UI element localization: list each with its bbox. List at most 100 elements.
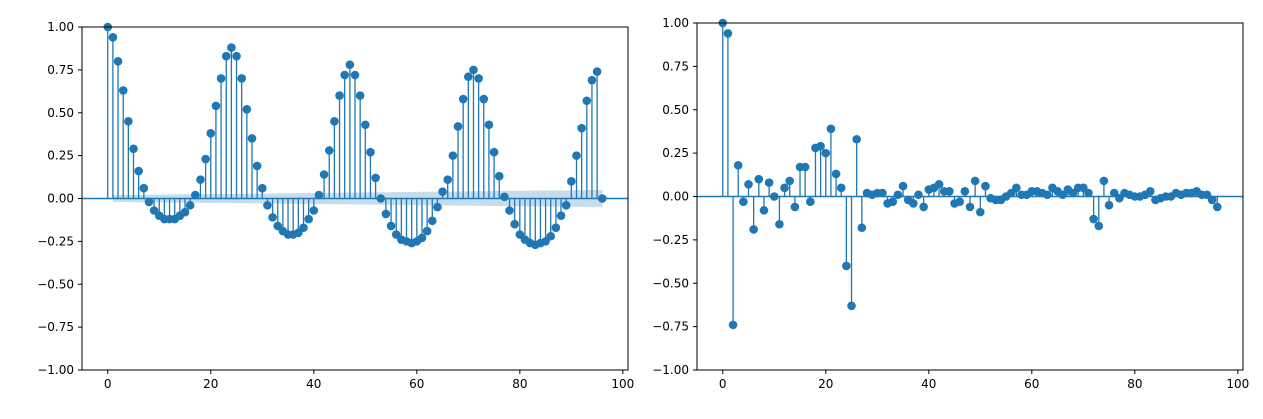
acf-plot: 0 20 40 60 80 100 −1.00 −0.75 −0.50 −0.25 0.00 0.25… — [37, 20, 634, 391]
data-point — [597, 194, 607, 203]
data-point — [945, 186, 954, 196]
data-point — [733, 160, 743, 170]
data-point — [464, 72, 473, 82]
data-point — [345, 60, 355, 70]
y-tick-label: −0.50 — [652, 276, 689, 290]
data-point — [469, 65, 478, 75]
data-point — [764, 178, 774, 187]
data-point — [335, 91, 344, 100]
data-point — [134, 166, 143, 176]
data-point — [206, 129, 216, 138]
data-point — [319, 170, 329, 179]
data-point — [422, 226, 432, 236]
data-point — [744, 180, 753, 189]
data-point — [1104, 200, 1114, 210]
data-point — [955, 197, 964, 207]
y-tick-label: −1.00 — [37, 363, 74, 377]
data-point — [785, 176, 795, 186]
y-tick-label: 0.75 — [662, 59, 689, 73]
y-tick-label: 0.25 — [47, 149, 74, 163]
y-tick-label: −1.00 — [652, 363, 689, 377]
data-point — [723, 29, 733, 38]
data-point — [816, 141, 825, 151]
data-point — [769, 192, 779, 201]
data-point — [934, 180, 944, 189]
data-point — [728, 320, 738, 330]
data-point — [139, 183, 149, 193]
y-tick-label: 0.50 — [662, 103, 689, 117]
data-point — [479, 94, 489, 104]
data-point — [191, 190, 200, 200]
data-point — [252, 161, 262, 171]
data-point — [800, 162, 810, 172]
data-point — [1145, 186, 1155, 196]
data-point — [448, 151, 458, 160]
data-point — [427, 216, 437, 226]
y-tick-label: 0.75 — [47, 63, 74, 77]
data-point — [981, 181, 990, 191]
data-point — [510, 219, 519, 229]
x-tick-label: 100 — [1226, 377, 1249, 391]
data-point — [433, 202, 442, 212]
data-point — [577, 123, 586, 133]
data-point — [572, 151, 581, 160]
y-tick-label: 0.25 — [662, 146, 689, 160]
data-point — [749, 225, 758, 234]
x-tick-label: 60 — [1024, 377, 1039, 391]
data-point — [1207, 195, 1217, 205]
y-tick-label: −0.75 — [652, 320, 689, 334]
data-point — [381, 209, 391, 219]
data-point — [257, 183, 267, 193]
data-point — [355, 91, 365, 100]
y-tick-label: −0.50 — [37, 277, 74, 291]
x-tick-label: 40 — [306, 377, 321, 391]
data-point — [561, 201, 571, 210]
data-point — [185, 201, 195, 210]
data-point — [221, 51, 231, 61]
data-point — [739, 197, 748, 207]
data-point — [759, 206, 769, 215]
data-point — [898, 181, 908, 191]
data-point — [113, 57, 123, 66]
data-point — [1042, 190, 1052, 200]
data-point — [1089, 214, 1098, 224]
x-tick-label: 20 — [203, 377, 218, 391]
data-point — [806, 197, 815, 207]
data-point — [582, 96, 592, 106]
data-point — [754, 174, 764, 184]
data-point — [780, 183, 789, 193]
x-tick-label: 20 — [818, 377, 833, 391]
y-tick-label: 1.00 — [662, 16, 689, 30]
data-point — [592, 67, 602, 76]
data-point — [914, 190, 923, 200]
y-tick-label: 0.00 — [47, 192, 74, 206]
data-point — [1012, 183, 1021, 193]
data-point — [247, 134, 257, 143]
data-point — [309, 206, 319, 215]
data-point — [775, 219, 784, 229]
data-point — [361, 120, 370, 130]
data-point — [144, 197, 154, 207]
y-tick-label: 0.00 — [662, 190, 689, 204]
x-tick-label: 40 — [921, 377, 936, 391]
data-point — [108, 32, 118, 42]
pacf-plot: 0 20 40 60 80 100 −1.00 −0.75 −0.50 −0.25 0.00 0.25… — [652, 16, 1249, 391]
y-tick-label: 1.00 — [47, 20, 74, 34]
y-tick-label: −0.25 — [652, 233, 689, 247]
data-point — [1084, 188, 1093, 198]
data-point — [201, 154, 210, 164]
data-point — [340, 70, 349, 80]
x-tick-label: 60 — [409, 377, 424, 391]
data-point — [216, 74, 226, 83]
data-point — [196, 175, 205, 184]
data-point — [1212, 202, 1222, 212]
data-point — [551, 223, 561, 232]
data-point — [960, 186, 970, 196]
data-point — [852, 134, 861, 144]
data-point — [494, 171, 504, 181]
data-point — [227, 43, 236, 52]
x-tick-label: 80 — [512, 377, 527, 391]
data-point — [211, 101, 221, 111]
data-point — [376, 194, 386, 203]
data-point — [350, 70, 360, 80]
